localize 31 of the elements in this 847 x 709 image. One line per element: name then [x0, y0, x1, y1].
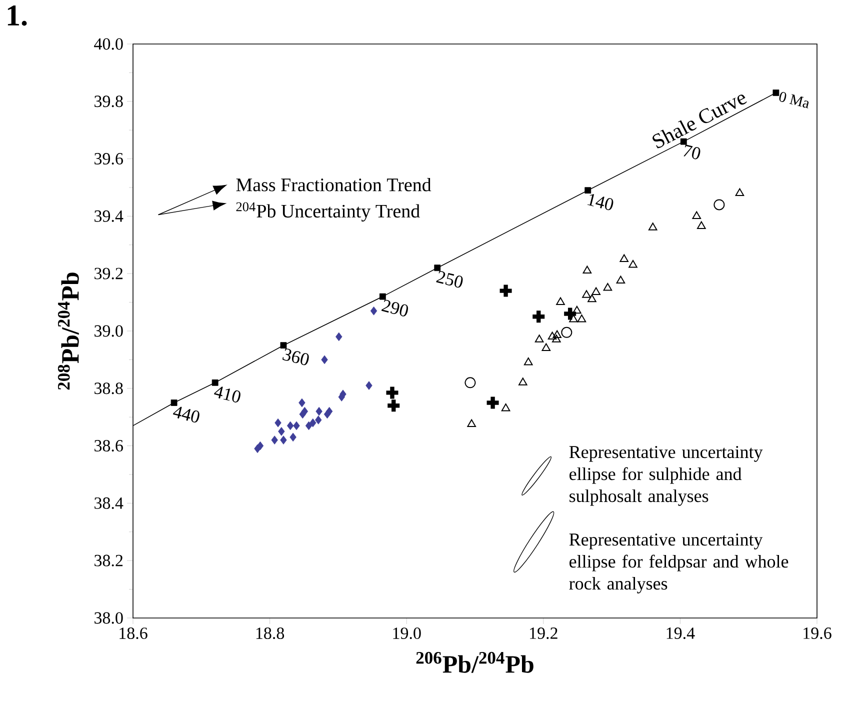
annotation: 140 — [587, 194, 614, 210]
annotation: 290 — [381, 300, 408, 316]
annotation: 250 — [436, 271, 463, 288]
y-tick-label: 38.0 — [94, 612, 123, 624]
annotation: Representative uncertainty ellipse for sulphide and sulphosalt analyses — [569, 446, 763, 506]
y-tick-label: 39.2 — [94, 268, 123, 280]
annotation: 360 — [282, 348, 309, 366]
y-tick-label: 39.0 — [94, 325, 123, 337]
annotation: $^{204}$Pb Uncertainty Trend — [236, 202, 420, 222]
x-tick-label: 18.8 — [256, 628, 284, 640]
annotation: Representative uncertainty ellipse for feldpsar and whole rock analyses — [569, 534, 788, 594]
y-tick-label: 39.8 — [94, 96, 123, 108]
y-tick-label: 39.4 — [94, 210, 124, 222]
y-axis-title: $^{208}$Pb/$^{204}$Pb — [58, 272, 79, 390]
x-axis-title: $^{206}$Pb/$^{204}$Pb — [416, 652, 534, 673]
annotation: Mass Fractionation Trend — [236, 178, 432, 192]
y-tick-label: 38.2 — [94, 554, 123, 566]
x-tick-label: 18.6 — [120, 628, 148, 640]
y-tick-label: 40.0 — [94, 38, 123, 50]
annotation: 440 — [172, 406, 200, 423]
x-tick-label: 19.0 — [393, 628, 421, 640]
y-tick-label: 38.6 — [94, 440, 123, 452]
annotation: 0 Ma — [779, 92, 809, 108]
x-tick-label: 19.4 — [666, 628, 695, 640]
y-tick-label: 38.4 — [94, 497, 124, 509]
annotation: 410 — [214, 386, 240, 402]
x-tick-label: 19.2 — [530, 628, 558, 640]
chart-title: 1. — [8, 6, 27, 26]
y-tick-label: 38.8 — [94, 382, 123, 394]
x-tick-label: 19.6 — [804, 628, 832, 640]
y-tick-label: 39.6 — [94, 153, 123, 165]
